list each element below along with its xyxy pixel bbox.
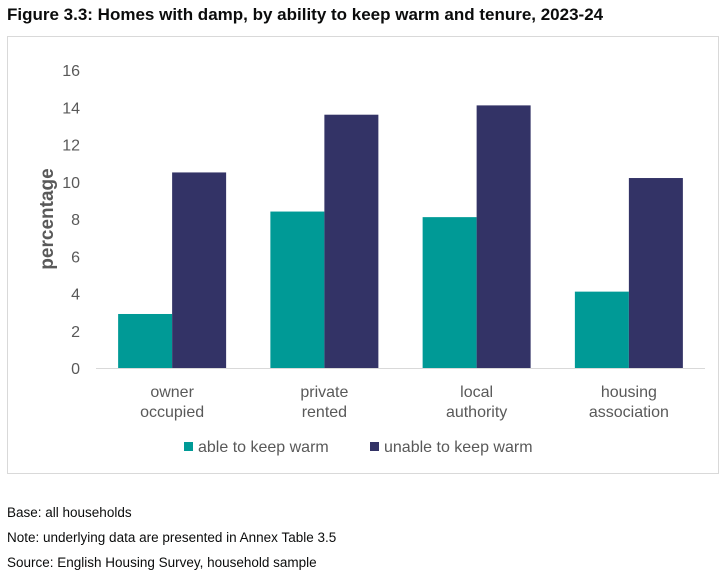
bar-able-0 — [118, 313, 173, 368]
chart-container: 0 2 4 6 8 10 12 14 16 percentage owner occupied priv… — [7, 36, 719, 474]
bar-unable-3 — [628, 178, 683, 368]
legend-swatch-0 — [184, 442, 193, 451]
x-category-label: housing — [601, 384, 657, 401]
bar-able-2 — [422, 217, 477, 368]
x-category-label: private — [300, 384, 348, 401]
y-tick-label: 10 — [62, 175, 80, 192]
data-note: Note: underlying data are presented in A… — [7, 530, 337, 545]
y-tick-label: 2 — [71, 324, 80, 341]
x-category-label: association — [589, 404, 669, 421]
y-tick-label: 6 — [71, 249, 80, 266]
x-category-label: rented — [302, 404, 347, 421]
x-category-label: local — [460, 384, 493, 401]
legend-swatch-1 — [370, 442, 379, 451]
figure-title: Figure 3.3: Homes with damp, by ability … — [7, 5, 604, 24]
y-tick-label: 14 — [62, 100, 80, 117]
bar-unable-0 — [172, 172, 227, 368]
y-axis-label: percentage — [37, 168, 58, 269]
source-note: Source: English Housing Survey, househol… — [7, 555, 317, 570]
bar-unable-1 — [324, 114, 379, 368]
x-category-label: occupied — [140, 404, 204, 421]
y-tick-label: 12 — [62, 138, 80, 155]
y-tick-label: 4 — [71, 287, 80, 304]
bar-chart: 0 2 4 6 8 10 12 14 16 percentage owner occupied priv… — [37, 63, 705, 456]
legend-label-0: able to keep warm — [198, 439, 329, 456]
bar-unable-2 — [476, 105, 531, 368]
bar-able-3 — [574, 291, 629, 368]
y-tick-label: 8 — [71, 212, 80, 229]
figure-notes: Base: all households Note: underlying da… — [7, 500, 336, 575]
x-category-label: owner — [150, 384, 194, 401]
base-note: Base: all households — [7, 505, 132, 520]
legend-label-1: unable to keep warm — [384, 439, 533, 456]
y-tick-label: 0 — [71, 361, 80, 378]
y-tick-label: 16 — [62, 63, 80, 80]
x-category-label: authority — [446, 404, 507, 421]
bar-able-1 — [270, 211, 325, 368]
